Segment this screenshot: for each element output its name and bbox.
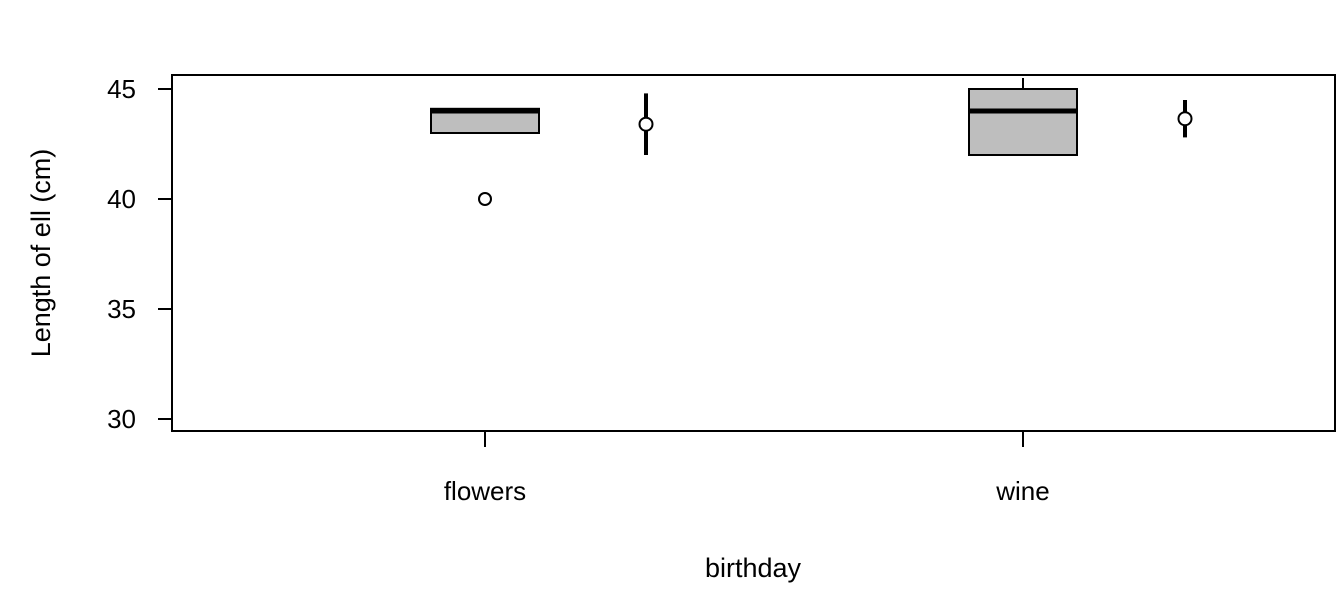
y-tick-label: 30 xyxy=(107,404,136,434)
boxes-layer xyxy=(430,78,1078,206)
x-axis-title: birthday xyxy=(705,553,802,583)
y-tick-label: 35 xyxy=(107,294,136,324)
outlier-point xyxy=(478,192,492,206)
mean-point xyxy=(1177,111,1193,127)
x-axis: flowers wine xyxy=(444,431,1050,506)
plot-frame xyxy=(171,74,1336,432)
mean-point xyxy=(638,116,654,132)
y-axis-title: Length of ell (cm) xyxy=(26,149,56,358)
x-tick-label: flowers xyxy=(444,476,526,506)
x-tick-label: wine xyxy=(995,476,1049,506)
y-axis: 30 35 40 45 xyxy=(107,74,172,434)
mean-ci-layer xyxy=(638,93,1193,155)
y-tick-label: 40 xyxy=(107,184,136,214)
box-wine xyxy=(968,88,1078,156)
y-tick-label: 45 xyxy=(107,74,136,104)
